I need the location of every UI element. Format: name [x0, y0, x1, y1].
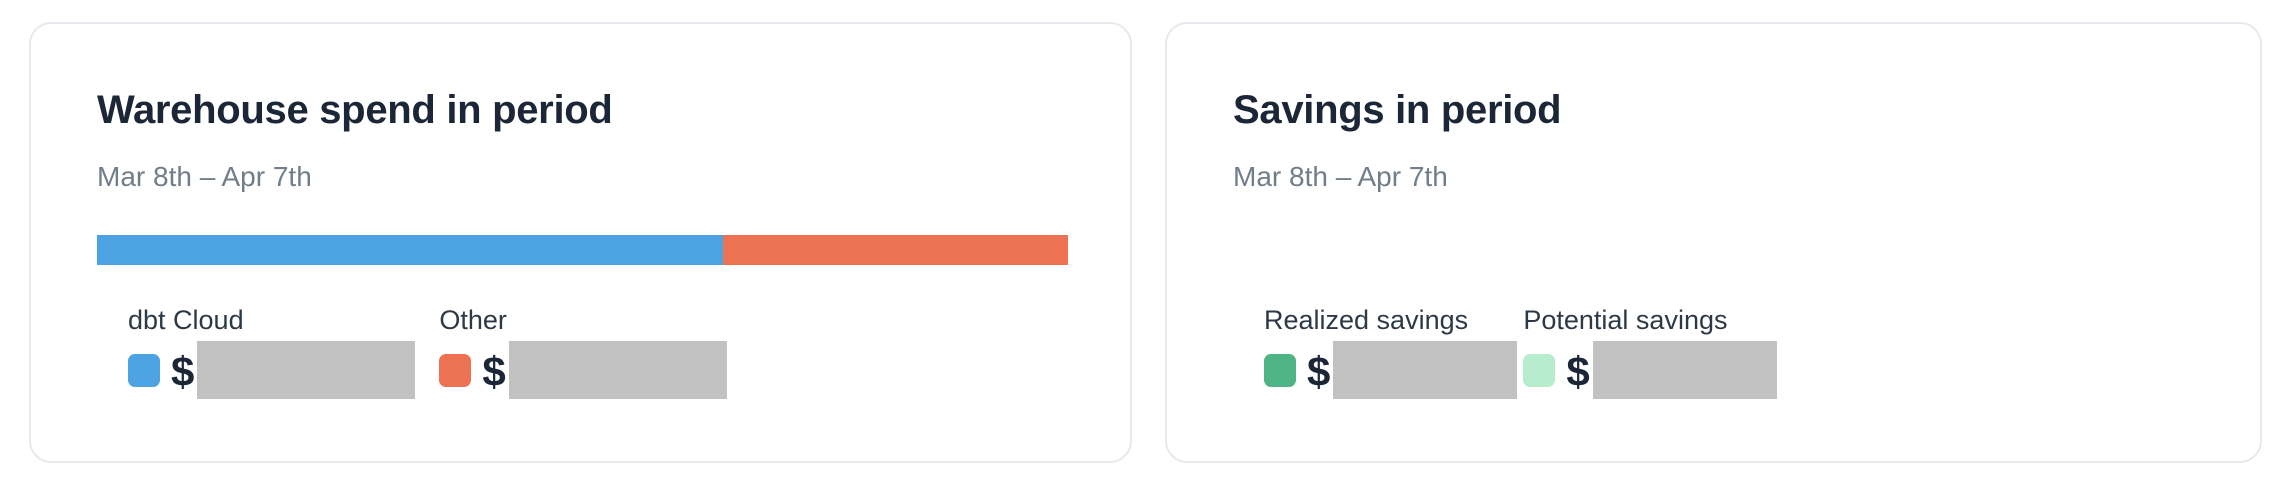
legend: dbt Cloud $ Other $: [128, 304, 727, 399]
card-title: Savings in period: [1233, 88, 1562, 132]
card-period: Mar 8th – Apr 7th: [1233, 161, 1448, 192]
currency-symbol: $: [482, 348, 506, 395]
card-title: Warehouse spend in period: [97, 88, 613, 132]
legend-label: dbt Cloud: [128, 305, 244, 335]
redacted-value-box: [197, 341, 416, 399]
legend-label: Other: [439, 305, 507, 335]
legend-label: Realized savings: [1264, 305, 1469, 335]
savings-card: Savings in period Mar 8th – Apr 7th Real…: [1165, 22, 2262, 463]
card-period: Mar 8th – Apr 7th: [97, 161, 312, 192]
warehouse-spend-stacked-bar: [97, 235, 1068, 265]
bar-segment-dbt-cloud: [97, 235, 724, 265]
legend-item-dbt-cloud: dbt Cloud $: [128, 304, 416, 399]
legend-swatch-dbt-cloud: [128, 353, 160, 387]
legend-item-other: Other $: [439, 304, 727, 399]
legend-swatch-realized-savings: [1264, 353, 1296, 387]
legend-label: Potential savings: [1523, 305, 1728, 335]
legend-item-realized-savings: Realized savings $: [1264, 304, 1518, 399]
warehouse-spend-card: Warehouse spend in period Mar 8th – Apr …: [29, 22, 1132, 463]
legend-value: $: [1264, 341, 1518, 399]
legend: Realized savings $ Potential savings $: [1264, 304, 1777, 399]
legend-swatch-other: [439, 353, 472, 387]
legend-value: $: [128, 341, 416, 399]
currency-symbol: $: [1307, 348, 1331, 395]
redacted-value-box: [508, 341, 727, 399]
redacted-value-box: [1333, 341, 1518, 399]
currency-symbol: $: [171, 348, 195, 395]
bar-segment-other: [723, 235, 1068, 265]
legend-item-potential-savings: Potential savings $: [1523, 304, 1777, 399]
legend-value: $: [1523, 341, 1777, 399]
currency-symbol: $: [1566, 348, 1590, 395]
legend-value: $: [439, 341, 727, 399]
legend-swatch-potential-savings: [1523, 353, 1556, 387]
redacted-value-box: [1592, 341, 1777, 399]
